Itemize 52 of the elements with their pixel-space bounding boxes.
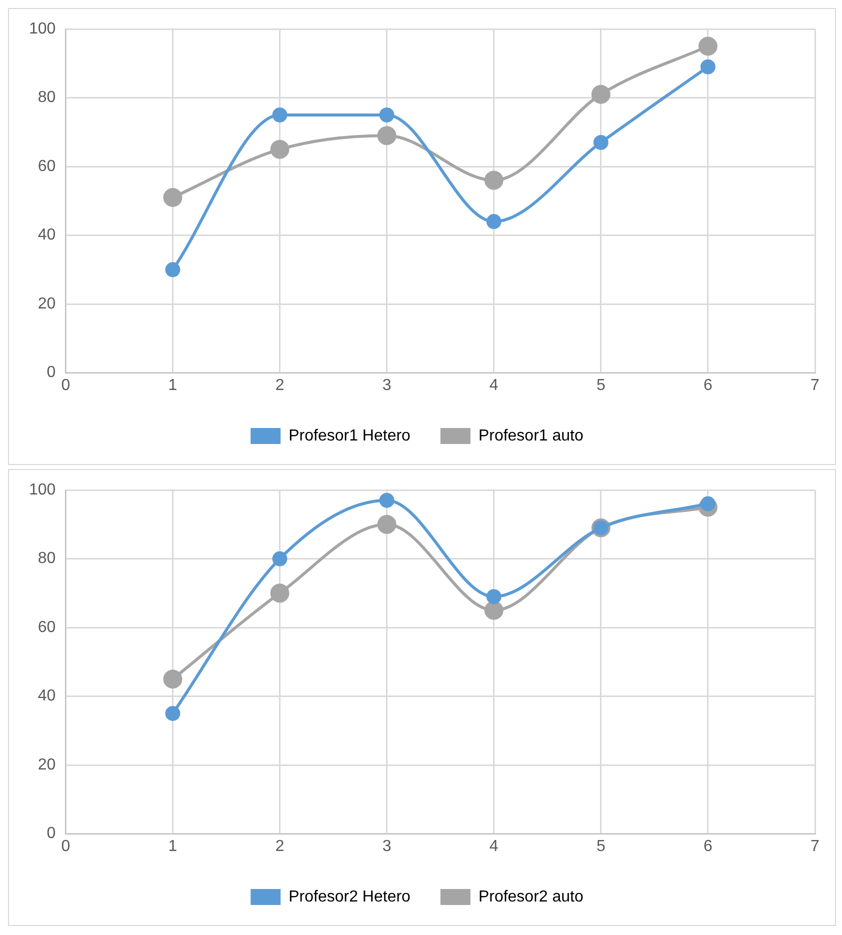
y-tick-label: 100 (28, 20, 56, 38)
x-tick-label: 0 (61, 838, 70, 855)
x-tick-label: 6 (704, 376, 713, 394)
point (270, 584, 290, 603)
y-tick-label: 0 (46, 825, 56, 842)
y-tick-label: 20 (38, 756, 56, 774)
legend-label: Profesor2 auto (478, 888, 584, 906)
point (163, 188, 182, 207)
point (165, 706, 180, 721)
point (698, 36, 718, 56)
point (377, 126, 396, 146)
x-tick-label: 4 (489, 376, 498, 394)
y-tick-label: 40 (38, 226, 56, 244)
x-tick-label: 3 (382, 838, 392, 855)
y-tick-label: 20 (38, 295, 56, 312)
x-tick-label: 7 (810, 376, 820, 394)
x-tick-label: 2 (275, 376, 284, 394)
point (484, 170, 504, 190)
point (700, 59, 716, 74)
point (484, 600, 504, 620)
x-tick-label: 4 (489, 838, 498, 855)
y-tick-label: 60 (38, 158, 56, 175)
legend-label: Profesor2 Hetero (288, 888, 411, 906)
x-tick-label: 5 (596, 376, 606, 394)
x-tick-label: 2 (275, 838, 284, 855)
legend-label: Profesor1 auto (478, 427, 584, 444)
point (163, 670, 182, 689)
y-tick-label: 80 (38, 89, 56, 106)
point (377, 514, 396, 534)
point (270, 140, 290, 159)
point (591, 84, 610, 104)
point (593, 134, 608, 150)
legend-label: Profesor1 Hetero (288, 427, 411, 444)
x-tick-label: 0 (61, 376, 70, 394)
point (272, 107, 288, 122)
x-tick-label: 6 (704, 838, 713, 855)
x-tick-label: 7 (810, 838, 820, 855)
point (379, 492, 394, 508)
y-tick-label: 40 (38, 688, 56, 705)
x-tick-label: 1 (168, 838, 178, 855)
y-tick-label: 100 (28, 481, 56, 498)
point (165, 262, 180, 278)
point (486, 589, 502, 604)
point (379, 107, 394, 122)
y-tick-label: 0 (46, 364, 56, 382)
y-tick-label: 80 (38, 550, 56, 568)
x-tick-label: 1 (168, 376, 178, 394)
y-tick-label: 60 (38, 618, 56, 636)
x-tick-label: 3 (382, 376, 392, 394)
point (272, 551, 288, 566)
x-tick-label: 5 (596, 838, 606, 855)
point (486, 214, 502, 230)
